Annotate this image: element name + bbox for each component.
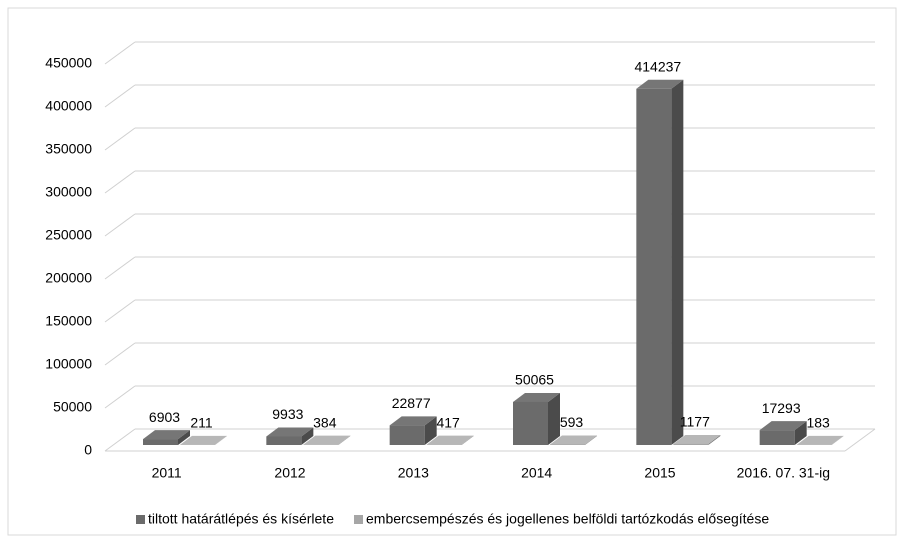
bar-side	[338, 435, 351, 445]
bar	[673, 443, 709, 445]
grid-line-side	[104, 342, 136, 366]
value-label: 417	[436, 414, 460, 430]
value-label: 17293	[762, 400, 801, 416]
chart-border	[7, 7, 897, 536]
y-tick-label: 450000	[45, 55, 92, 71]
bar	[636, 88, 672, 446]
bar-side	[178, 430, 190, 445]
x-tick-label: 2016. 07. 31-ig	[737, 465, 830, 481]
grid-line-side	[104, 299, 136, 323]
bar-top	[426, 435, 474, 445]
grid-line-side	[104, 84, 136, 108]
grid-line-side	[104, 41, 136, 65]
bar-top	[303, 435, 351, 445]
value-label: 414237	[634, 58, 681, 74]
bar-top	[389, 416, 437, 426]
y-tick-label: 400000	[45, 98, 92, 114]
y-tick-label: 200000	[45, 270, 92, 286]
bar-top	[759, 421, 807, 431]
legend-label: tiltott határátlépés és kísérlete	[148, 511, 334, 527]
value-label: 1177	[680, 414, 710, 430]
y-tick-label: 250000	[45, 227, 92, 243]
bar-top	[673, 434, 721, 444]
grid-line-side	[104, 256, 136, 280]
bar	[389, 425, 425, 445]
legend-label: embercsempészés és jogellenes belföldi t…	[366, 511, 769, 527]
bar-top	[796, 435, 844, 445]
value-label: 593	[560, 414, 584, 430]
x-tick-label: 2012	[274, 465, 305, 481]
y-tick-label: 150000	[45, 313, 92, 329]
floor-right	[844, 428, 876, 452]
legend-swatch	[354, 515, 363, 524]
grid-line-side	[104, 213, 136, 237]
bar-top	[143, 430, 190, 440]
bar-top	[513, 392, 560, 402]
value-label: 22877	[392, 395, 431, 411]
grid-line-side	[104, 170, 136, 194]
bar	[266, 436, 302, 445]
value-label: 183	[806, 415, 830, 431]
bar	[759, 430, 795, 445]
x-tick-label: 2013	[398, 465, 429, 481]
bar-side	[585, 435, 597, 445]
bar-top	[636, 79, 684, 89]
value-label: 384	[313, 414, 337, 430]
legend-swatch	[136, 515, 145, 524]
bar	[550, 444, 585, 445]
value-label: 6903	[149, 409, 180, 425]
grid-line-side	[104, 428, 136, 452]
y-tick-label: 0	[84, 442, 92, 458]
y-tick-label: 350000	[45, 141, 92, 157]
bar-side	[548, 392, 560, 445]
bar-top	[180, 435, 227, 445]
y-tick-label: 300000	[45, 184, 92, 200]
value-label: 50065	[515, 372, 554, 388]
bar-side	[461, 435, 474, 445]
bar-top	[266, 427, 314, 437]
y-tick-label: 50000	[53, 399, 92, 415]
bar-side	[671, 79, 684, 446]
bar-side	[215, 435, 227, 445]
bar-side	[708, 434, 721, 445]
bar	[143, 439, 178, 445]
bar-side	[831, 435, 844, 445]
value-label: 211	[190, 415, 213, 431]
x-tick-label: 2011	[152, 465, 182, 481]
value-label: 9933	[272, 406, 303, 422]
bar-top	[550, 435, 597, 445]
x-tick-label: 2014	[521, 465, 552, 481]
grid-line-side	[104, 127, 136, 151]
bar-side	[424, 416, 437, 445]
bar	[513, 401, 548, 445]
x-tick-label: 2015	[644, 465, 675, 481]
bar-side	[794, 421, 807, 445]
grid-line-side	[104, 385, 136, 409]
y-tick-label: 100000	[45, 356, 92, 372]
bar-side	[301, 427, 314, 445]
